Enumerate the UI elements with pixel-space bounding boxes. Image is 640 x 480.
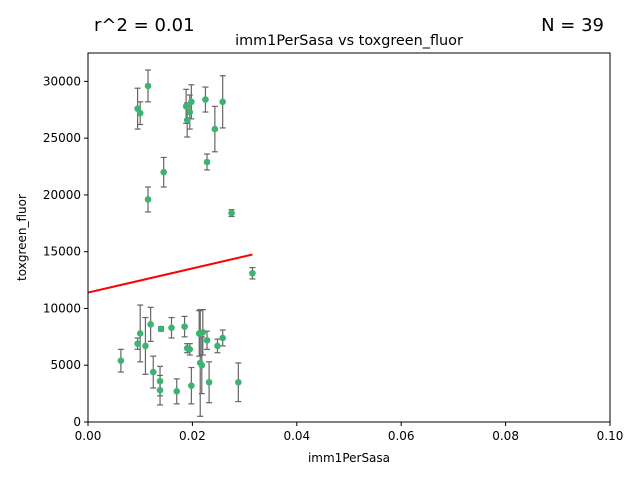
data-point (183, 116, 191, 124)
data-point (157, 325, 165, 333)
plot-content (87, 69, 256, 417)
data-point (203, 158, 211, 166)
data-point (149, 368, 157, 376)
y-tick-label: 25000 (43, 131, 81, 145)
regression-line (87, 253, 253, 294)
n-count-label: N = 39 (541, 15, 604, 36)
data-point (188, 382, 195, 389)
x-tick-label: 0.02 (179, 429, 206, 443)
data-point (186, 108, 194, 116)
data-point (134, 340, 141, 347)
data-point (173, 388, 181, 395)
y-tick-label: 0 (73, 415, 81, 429)
y-tick-label: 10000 (43, 301, 81, 315)
x-tick-label: 0.04 (283, 429, 310, 443)
r-squared-label: r^2 = 0.01 (94, 15, 195, 36)
data-point (205, 378, 213, 386)
x-tick-label: 0.08 (492, 429, 519, 443)
data-point (147, 321, 154, 328)
data-point (219, 98, 226, 106)
data-point (203, 336, 211, 344)
y-tick-label: 15000 (43, 245, 81, 259)
x-tick-label: 0.06 (388, 429, 415, 443)
x-axis-label: imm1PerSasa (308, 451, 390, 465)
data-point (156, 386, 164, 394)
data-point (228, 209, 235, 217)
data-point (181, 323, 188, 330)
data-point (144, 82, 152, 90)
plot-frame (87, 52, 611, 423)
data-point (156, 377, 164, 385)
y-tick-label: 20000 (43, 188, 81, 202)
data-point (198, 361, 206, 369)
chart-title: imm1PerSasa vs toxgreen_fluor (235, 33, 463, 49)
data-point (249, 269, 256, 277)
data-point (142, 342, 149, 350)
data-point (136, 109, 144, 117)
y-axis: 0 5000 10000 15000 20000 25000 30000 (43, 74, 88, 429)
data-point (183, 344, 191, 352)
data-point (211, 125, 219, 133)
data-point (219, 334, 226, 342)
x-axis: 0.00 0.02 0.04 0.06 0.08 0.10 (75, 422, 624, 443)
data-point (144, 196, 152, 203)
data-point (188, 98, 195, 106)
data-point (136, 330, 144, 337)
data-point (199, 329, 207, 336)
data-point (160, 168, 167, 176)
x-tick-label: 0.00 (75, 429, 102, 443)
y-tick-label: 5000 (50, 358, 81, 372)
data-point (214, 342, 221, 350)
data-point (168, 324, 175, 332)
data-point (202, 96, 209, 103)
data-point (117, 357, 125, 364)
data-point (235, 378, 242, 386)
y-axis-label: toxgreen_fluor (15, 194, 29, 281)
data-point (182, 103, 190, 110)
y-tick-label: 30000 (43, 74, 81, 88)
x-tick-label: 0.10 (597, 429, 624, 443)
